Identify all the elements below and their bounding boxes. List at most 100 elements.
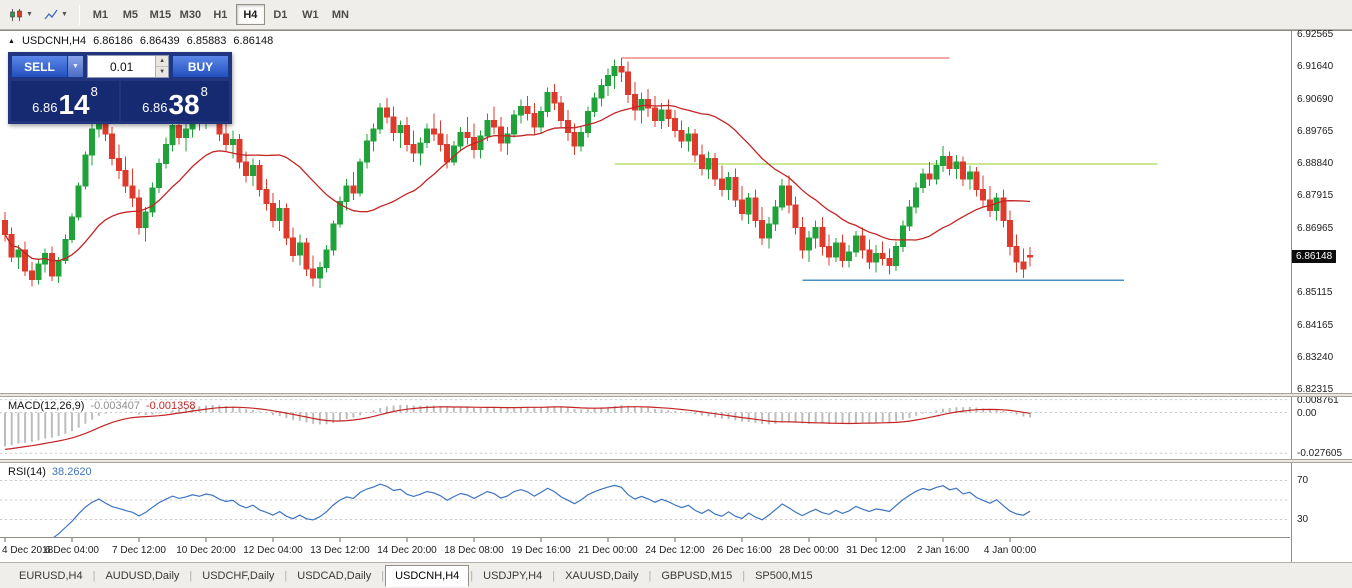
- candle: [270, 202, 276, 222]
- chart-tab-usdjpy-h4[interactable]: USDJPY,H4: [483, 569, 543, 582]
- chart-tab-audusd-daily[interactable]: AUDUSD,Daily: [105, 569, 180, 582]
- timeframe-button-m15[interactable]: M15: [146, 4, 175, 25]
- pane-splitter[interactable]: [0, 459, 1352, 463]
- chevron-down-icon: ▼: [60, 11, 68, 18]
- candle: [109, 133, 116, 159]
- main-chart-canvas[interactable]: [0, 31, 1290, 393]
- timeframe-button-m1[interactable]: M1: [86, 4, 115, 25]
- chart-tab-usdcnh-h4[interactable]: USDCNH,H4: [385, 564, 470, 587]
- chart-tab-usdcad-daily[interactable]: USDCAD,Daily: [297, 569, 372, 582]
- candle: [739, 199, 745, 215]
- timeframe-button-d1[interactable]: D1: [266, 4, 295, 25]
- axis-scale-label: 6.92565: [1297, 29, 1334, 40]
- candle: [62, 239, 69, 261]
- time-axis-label: 4 Jan 00:00: [984, 545, 1037, 556]
- chart-tab-usdchf-daily[interactable]: USDCHF,Daily: [202, 569, 275, 582]
- candle: [1027, 255, 1034, 258]
- volume-increase-button[interactable]: ▲: [156, 56, 168, 67]
- timeframe-button-h4[interactable]: H4: [235, 4, 265, 25]
- chart-tab-gbpusd-m15[interactable]: GBPUSD,M15: [661, 569, 733, 582]
- buy-button[interactable]: BUY: [172, 55, 229, 78]
- candle: [785, 185, 792, 206]
- candle: [343, 185, 350, 203]
- candle: [893, 246, 900, 267]
- ohlc-open: 6.86186: [93, 35, 133, 47]
- chart-tab-sp500-m15[interactable]: SP500,M15: [755, 569, 813, 582]
- timeframe-button-mn[interactable]: MN: [326, 4, 355, 25]
- timeframe-button-m5[interactable]: M5: [116, 4, 145, 25]
- chart-symbol-label: USDCNH,H4: [21, 35, 87, 47]
- candle: [410, 144, 417, 154]
- candle: [310, 268, 317, 279]
- candle: [330, 223, 337, 251]
- timeframe-button-m30[interactable]: M30: [176, 4, 205, 25]
- candle: [390, 116, 397, 133]
- rsi-title: RSI(14): [8, 466, 46, 478]
- time-axis-label: 13 Dec 12:00: [310, 545, 370, 556]
- candle: [1013, 246, 1020, 263]
- candle: [544, 92, 551, 113]
- chart-tab-eurusd-h4[interactable]: EURUSD,H4: [19, 569, 83, 582]
- candle: [162, 144, 169, 164]
- candle: [752, 197, 759, 222]
- candle: [806, 237, 812, 251]
- sell-options-caret-button[interactable]: ▼: [68, 55, 84, 78]
- candle: [263, 189, 270, 204]
- candle: [591, 97, 598, 113]
- candle: [712, 157, 719, 180]
- candle: [2, 220, 8, 235]
- candle: [692, 133, 699, 156]
- candle: [437, 133, 444, 145]
- tab-separator: |: [92, 569, 96, 582]
- pane-splitter[interactable]: [0, 393, 1352, 397]
- volume-input[interactable]: [88, 56, 156, 77]
- volume-decrease-button[interactable]: ▼: [156, 67, 168, 77]
- macd-label: MACD(12,26,9) -0.003407 -0.001358: [8, 400, 196, 412]
- sell-price-display[interactable]: 6.86 14 8: [11, 81, 119, 121]
- candle: [852, 235, 859, 253]
- candle: [444, 144, 451, 163]
- rsi-label: RSI(14) 38.2620: [8, 466, 92, 478]
- time-axis-label: 26 Dec 16:00: [712, 545, 772, 556]
- macd-pane: MACD(12,26,9) -0.003407 -0.001358: [0, 397, 1290, 459]
- candle: [678, 130, 685, 142]
- axis-scale-label: 0.00: [1297, 407, 1317, 419]
- chevron-down-icon: ▼: [26, 11, 33, 18]
- candle: [1000, 197, 1007, 222]
- candle: [497, 126, 504, 144]
- time-axis-label: 4 Dec 2018: [2, 545, 54, 556]
- candle: [464, 131, 471, 139]
- macd-canvas[interactable]: [0, 397, 1290, 459]
- candle: [149, 187, 156, 213]
- axis-scale-label: 30: [1297, 513, 1309, 525]
- axis-scale-label: 6.89765: [1297, 125, 1334, 137]
- candlestick-chart-icon: [10, 8, 22, 21]
- chart-type-button[interactable]: ▼: [4, 4, 38, 26]
- candle: [156, 163, 163, 189]
- buy-price-sup: 8: [200, 84, 208, 99]
- candle: [551, 92, 558, 104]
- line-studies-button[interactable]: ▼: [39, 4, 73, 26]
- price-axis[interactable]: 6.92565 6.91640 6.90690 6.89765 6.88840 6.879…: [1291, 29, 1352, 563]
- tab-separator: |: [648, 569, 652, 582]
- time-axis-label: 6 Dec 04:00: [45, 545, 99, 556]
- axis-scale-label: 6.90690: [1297, 93, 1334, 105]
- timeframe-button-w1[interactable]: W1: [296, 4, 325, 25]
- timeframe-button-h1[interactable]: H1: [206, 4, 235, 25]
- tab-separator: |: [552, 569, 556, 582]
- chart-tab-xauusd-daily[interactable]: XAUUSD,Daily: [565, 569, 639, 582]
- candle: [370, 128, 377, 142]
- ohlc-low: 6.85883: [186, 35, 227, 47]
- rsi-canvas[interactable]: [0, 463, 1290, 537]
- time-axis[interactable]: 4 Dec 2018 6 Dec 04:00 7 Dec 12:00 10 Dec 2…: [0, 537, 1290, 563]
- candle: [236, 138, 243, 163]
- candle: [584, 111, 591, 133]
- sell-button[interactable]: SELL: [11, 55, 68, 78]
- candle: [899, 225, 906, 248]
- time-axis-label: 2 Jan 16:00: [917, 545, 970, 556]
- candle: [611, 66, 618, 76]
- buy-price-display[interactable]: 6.86 38 8: [121, 81, 229, 121]
- candle: [115, 157, 122, 172]
- ma-line: [4, 104, 1031, 262]
- trendline-icon: [44, 9, 58, 19]
